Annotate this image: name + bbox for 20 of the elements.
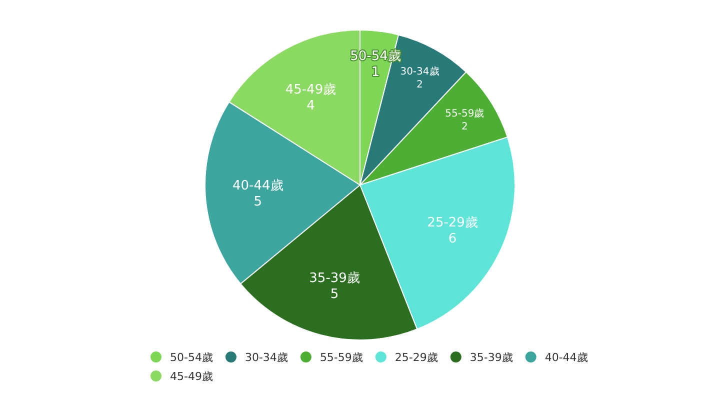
legend-label: 40-44歲 — [544, 351, 588, 364]
data-label: 1 — [371, 64, 380, 80]
slice-label: 40-44歲 — [232, 178, 284, 194]
data-label: 5 — [330, 287, 339, 302]
slice-label: 25-29歲 — [427, 216, 478, 231]
data-label: 4 — [306, 98, 315, 114]
data-label: 6 — [448, 232, 457, 247]
legend-label: 30-34歲 — [244, 351, 288, 364]
slice-label: 30-34歲 — [400, 65, 440, 78]
data-label: 2 — [416, 79, 423, 90]
legend-label: 35-39歲 — [470, 351, 513, 364]
legend-label: 55-59歲 — [320, 351, 363, 364]
data-label: 5 — [254, 194, 262, 210]
legend-label: 50-54歲 — [170, 351, 213, 364]
slice-label: 45-49歲 — [285, 82, 336, 98]
legend-label: 45-49歲 — [170, 370, 213, 383]
data-label: 2 — [462, 122, 468, 133]
slice-label: 35-39歲 — [309, 271, 360, 286]
legend-label: 25-29歲 — [394, 351, 438, 364]
slice-label: 55-59歲 — [445, 108, 484, 120]
